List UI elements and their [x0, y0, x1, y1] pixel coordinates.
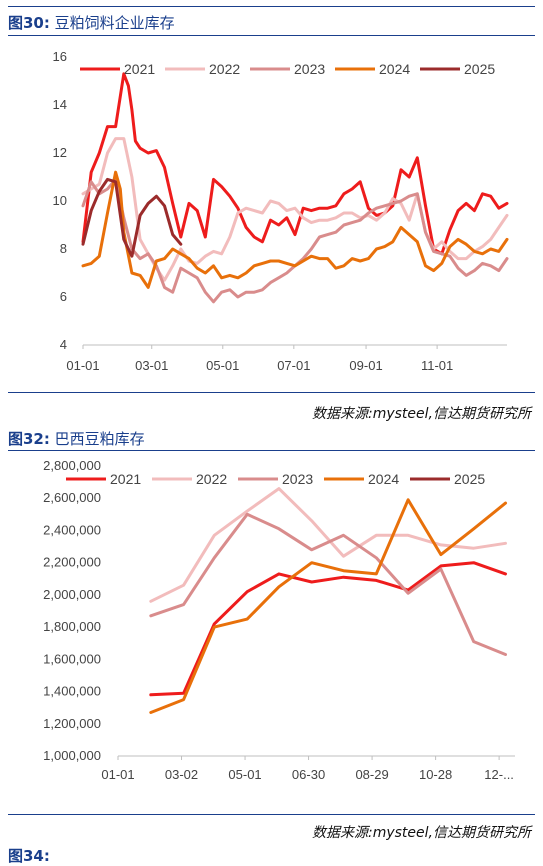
figure-32-title-text: 巴西豆粕库存 — [54, 430, 145, 448]
y-tick-label: 2,400,000 — [43, 522, 101, 537]
figure-30-label: 图30: — [8, 14, 50, 32]
x-tick-label: 05-01 — [206, 358, 239, 373]
figure-30-title-rule — [8, 35, 535, 36]
figure-32-title: 图32: 巴西豆粕库存 — [8, 428, 145, 449]
y-tick-label: 1,600,000 — [43, 651, 101, 666]
y-tick-label: 1,800,000 — [43, 619, 101, 634]
figure-32-source: 数据来源:mysteel,信达期货研究所 — [312, 825, 531, 841]
series-line-2025 — [81, 177, 183, 258]
x-tick-label: 01-01 — [66, 358, 99, 373]
figure-34-label: 图34: — [8, 847, 50, 865]
series-line-2023 — [149, 512, 507, 656]
x-tick-label: 08-29 — [355, 767, 388, 782]
figure-32-label: 图32: — [8, 430, 50, 448]
legend-label-2025: 2025 — [454, 471, 485, 487]
series-line-2024 — [81, 170, 509, 289]
figure-32-title-rule — [8, 450, 535, 451]
y-tick-label: 4 — [60, 337, 67, 352]
legend-label-2023: 2023 — [294, 61, 325, 77]
legend-label-2024: 2024 — [379, 61, 410, 77]
x-tick-label: 05-01 — [228, 767, 261, 782]
figure-30-source: 数据来源:mysteel,信达期货研究所 — [312, 406, 531, 422]
legend-label-2025: 2025 — [464, 61, 495, 77]
x-tick-label: 12-... — [484, 767, 514, 782]
figure-30-title-text: 豆粕饲料企业库存 — [54, 14, 175, 32]
x-tick-label: 11-01 — [421, 358, 453, 373]
y-tick-label: 1,400,000 — [43, 684, 101, 699]
legend-label-2024: 2024 — [368, 471, 399, 487]
figure-30-bottom-rule — [8, 392, 535, 393]
y-tick-label: 6 — [60, 289, 67, 304]
brazil-soymeal-inventory-chart: 1,000,000 1,200,000 1,400,000 1,600,000 1,80… — [43, 458, 515, 782]
legend-label-2021: 2021 — [124, 61, 155, 77]
series-line-2021 — [81, 72, 509, 256]
y-tick-label: 8 — [60, 241, 67, 256]
x-tick-label: 03-02 — [165, 767, 198, 782]
y-tick-label: 1,000,000 — [43, 748, 101, 763]
legend-label-2022: 2022 — [196, 471, 227, 487]
figure-30-top-rule — [8, 6, 535, 7]
x-tick-label: 07-01 — [277, 358, 310, 373]
x-tick-label: 06-30 — [292, 767, 325, 782]
figure-30-title: 图30: 豆粕饲料企业库存 — [8, 12, 175, 33]
y-tick-label: 2,600,000 — [43, 490, 101, 505]
legend-label-2023: 2023 — [282, 471, 313, 487]
y-tick-label: 10 — [53, 193, 67, 208]
y-tick-label: 16 — [53, 49, 67, 64]
series-line-2022 — [149, 487, 507, 603]
x-tick-label: 03-01 — [135, 358, 168, 373]
y-tick-label: 2,800,000 — [43, 458, 101, 473]
x-tick-label: 01-01 — [101, 767, 134, 782]
soymeal-feed-inventory-chart: 4 6 8 10 12 14 16 01-01 03-01 05-01 07-01 09-01 11-0… — [53, 49, 509, 373]
y-tick-label: 2,200,000 — [43, 555, 101, 570]
x-tick-label: 10-28 — [419, 767, 452, 782]
series-line-2024 — [149, 498, 507, 714]
x-tick-label: 09-01 — [349, 358, 382, 373]
legend-label-2021: 2021 — [110, 471, 141, 487]
y-tick-label: 2,000,000 — [43, 587, 101, 602]
y-tick-label: 1,200,000 — [43, 716, 101, 731]
legend-label-2022: 2022 — [209, 61, 240, 77]
series-line-2021 — [149, 561, 507, 697]
figure-32-bottom-rule — [8, 814, 535, 815]
y-tick-label: 12 — [53, 145, 67, 160]
y-tick-label: 14 — [53, 97, 67, 112]
